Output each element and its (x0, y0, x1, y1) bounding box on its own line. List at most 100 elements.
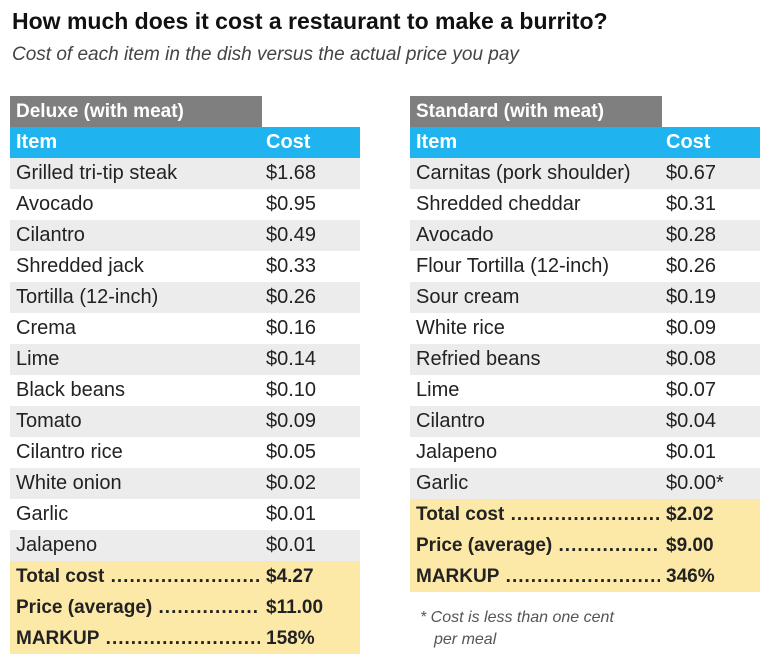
item-cost-cell: $0.01 (266, 503, 317, 525)
table-row: Sour cream $0.19 (410, 282, 760, 313)
column-header-cost: Cost (666, 131, 711, 153)
table-row: Lime $0.07 (410, 375, 760, 406)
summary-row: MARKUP .................................… (410, 561, 760, 592)
item-name-cell: Grilled tri-tip steak (16, 162, 178, 184)
table-row: Avocado $0.95 (10, 189, 360, 220)
table-row: Cilantro $0.04 (410, 406, 760, 437)
table-row: Cilantro $0.49 (10, 220, 360, 251)
summary-label: Price (average) (416, 534, 553, 556)
item-name-cell: Garlic (416, 472, 469, 494)
item-cost-cell: $0.07 (666, 379, 717, 401)
summary-label: MARKUP (16, 627, 100, 649)
item-cost-cell: $0.09 (666, 317, 717, 339)
summary-row: Price (average) ........................… (410, 530, 760, 561)
summary-label-cell: Price (average) ........................… (410, 535, 660, 557)
item-name-cell: Crema (16, 317, 77, 339)
summary-row: Total cost .............................… (10, 561, 360, 592)
summary-row: Total cost .............................… (410, 499, 760, 530)
table-row: Grilled tri-tip steak $1.68 (10, 158, 360, 189)
table-row: Garlic $0.01 (10, 499, 360, 530)
table-row: Jalapeno $0.01 (410, 437, 760, 468)
item-cost-cell: $0.28 (666, 224, 717, 246)
summary-label: Total cost (16, 565, 105, 587)
item-name-cell: Cilantro (16, 224, 85, 246)
summary-value: $11.00 (266, 596, 324, 618)
summary-value: $4.27 (266, 565, 314, 587)
deluxe-table: Deluxe (with meat) Item Cost Grilled tri-ti… (10, 96, 360, 654)
summary-value: 158% (266, 627, 315, 649)
item-cost-cell: $0.95 (266, 193, 317, 215)
item-name-cell: Cilantro (416, 410, 485, 432)
chart-subtitle: Cost of each item in the dish versus the… (12, 44, 519, 65)
summary-label-cell: MARKUP .................................… (410, 566, 660, 588)
item-cost-cell: $0.09 (266, 410, 317, 432)
table-section-title: Deluxe (with meat) (10, 96, 262, 127)
item-name-cell: Shredded cheddar (416, 193, 581, 215)
item-cost-cell: $0.04 (666, 410, 717, 432)
table-row: Crema $0.16 (10, 313, 360, 344)
summary-label: Total cost (416, 503, 505, 525)
table-row: Tortilla (12-inch) $0.26 (10, 282, 360, 313)
leader-dots: ........................................… (110, 565, 260, 587)
summary-row: Price (average) ........................… (10, 592, 360, 623)
table-header-row: Item Cost (10, 127, 360, 158)
item-name-cell: Lime (16, 348, 60, 370)
table-header-row: Item Cost (410, 127, 760, 158)
item-cost-cell: $0.26 (666, 255, 717, 277)
summary-label-cell: Total cost .............................… (10, 566, 260, 588)
table-row: Cilantro rice $0.05 (10, 437, 360, 468)
item-name-cell: Shredded jack (16, 255, 144, 277)
summary-value: $9.00 (666, 534, 714, 556)
item-cost-cell: $0.33 (266, 255, 317, 277)
leader-dots: ........................................… (505, 565, 660, 587)
summary-label-cell: MARKUP .................................… (10, 628, 260, 650)
item-cost-cell: $0.05 (266, 441, 317, 463)
table-row: Flour Tortilla (12-inch) $0.26 (410, 251, 760, 282)
item-name-cell: Black beans (16, 379, 125, 401)
footnote: * Cost is less than one cent per meal (420, 607, 680, 651)
item-cost-cell: $0.14 (266, 348, 317, 370)
item-cost-cell: $0.01 (666, 441, 717, 463)
item-name-cell: Tomato (16, 410, 82, 432)
summary-value: 346% (666, 565, 715, 587)
table-row: Jalapeno $0.01 (10, 530, 360, 561)
item-name-cell: White onion (16, 472, 122, 494)
item-name-cell: Flour Tortilla (12-inch) (416, 255, 610, 277)
item-cost-cell: $0.16 (266, 317, 317, 339)
chart-title: How much does it cost a restaurant to ma… (12, 8, 608, 34)
table-row: Shredded cheddar $0.31 (410, 189, 760, 220)
table-section-title: Standard (with meat) (410, 96, 662, 127)
item-cost-cell: $0.02 (266, 472, 317, 494)
column-header-item: Item (16, 131, 58, 153)
item-cost-cell: $0.10 (266, 379, 317, 401)
leader-dots: ........................................… (510, 503, 660, 525)
item-name-cell: Lime (416, 379, 460, 401)
table-row: Garlic $0.00* (410, 468, 760, 499)
summary-value: $2.02 (666, 503, 714, 525)
table-row: Lime $0.14 (10, 344, 360, 375)
column-header-cost: Cost (266, 131, 311, 153)
item-name-cell: Refried beans (416, 348, 541, 370)
summary-label: Price (average) (16, 596, 153, 618)
item-cost-cell: $0.01 (266, 534, 317, 556)
leader-dots: ........................................… (105, 627, 260, 649)
column-header-item: Item (416, 131, 458, 153)
summary-label-cell: Total cost .............................… (410, 504, 660, 526)
table-row: Refried beans $0.08 (410, 344, 760, 375)
item-cost-cell: $0.26 (266, 286, 317, 308)
item-name-cell: Jalapeno (416, 441, 498, 463)
item-name-cell: Tortilla (12-inch) (16, 286, 159, 308)
item-cost-cell: $0.49 (266, 224, 317, 246)
summary-label: MARKUP (416, 565, 500, 587)
item-cost-cell: $0.08 (666, 348, 717, 370)
standard-table: Standard (with meat) Item Cost Carnitas (po… (410, 96, 760, 592)
item-name-cell: Jalapeno (16, 534, 98, 556)
table-row: White rice $0.09 (410, 313, 760, 344)
table-row: Carnitas (pork shoulder) $0.67 (410, 158, 760, 189)
item-cost-cell: $0.19 (666, 286, 717, 308)
item-name-cell: Avocado (16, 193, 94, 215)
summary-row: MARKUP .................................… (10, 623, 360, 654)
summary-label-cell: Price (average) ........................… (10, 597, 260, 619)
footnote-line-2: per meal (434, 631, 497, 648)
item-cost-cell: $0.00* (666, 472, 724, 494)
